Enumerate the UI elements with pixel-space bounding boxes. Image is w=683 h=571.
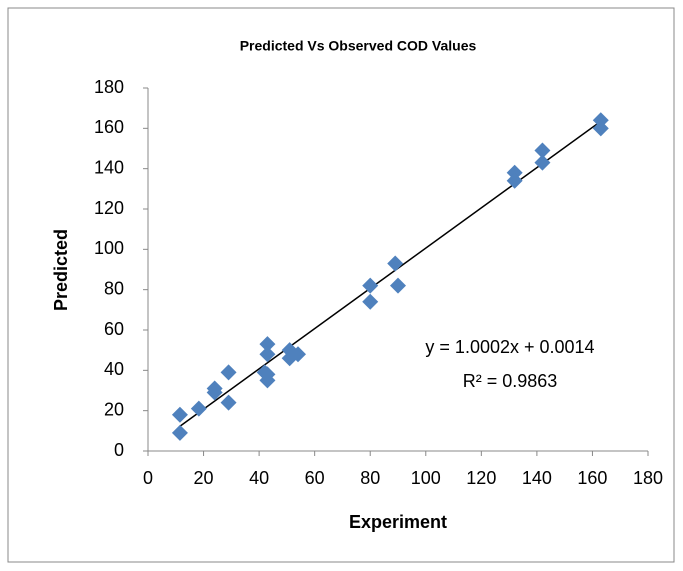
point (259, 336, 276, 353)
point (362, 277, 379, 294)
x-tick-label: 180 (633, 468, 663, 488)
x-tick-label: 40 (249, 468, 269, 488)
x-tick-label: 140 (522, 468, 552, 488)
point (506, 164, 523, 181)
x-tick-label: 100 (411, 468, 441, 488)
y-tick-label: 120 (94, 198, 124, 218)
point (534, 142, 551, 159)
x-tick-label: 60 (305, 468, 325, 488)
point (190, 400, 207, 417)
y-tick-label: 60 (104, 319, 124, 339)
x-axis-title: Experiment (349, 512, 447, 532)
point (592, 112, 609, 129)
chart-border (7, 7, 675, 563)
x-tick-label: 80 (360, 468, 380, 488)
y-tick-label: 20 (104, 399, 124, 419)
y-tick-label: 0 (114, 440, 124, 460)
point (220, 394, 237, 411)
point (362, 293, 379, 310)
point (592, 120, 609, 137)
point (390, 277, 406, 294)
y-axis-title: Predicted (51, 229, 71, 311)
y-tick-label: 180 (94, 77, 124, 97)
point (387, 255, 404, 272)
x-tick-label: 160 (577, 468, 607, 488)
y-tick-label: 40 (104, 359, 124, 379)
point (206, 384, 223, 401)
chart-title: Predicted Vs Observed COD Values (240, 38, 477, 54)
x-tick-label: 120 (466, 468, 496, 488)
trendline-equation: y = 1.0002x + 0.0014 (425, 337, 594, 357)
point (259, 372, 276, 389)
point (220, 364, 237, 381)
x-tick-label: 0 (143, 468, 153, 488)
point (259, 346, 276, 363)
trendline (179, 120, 602, 427)
trendline-r2: R² = 0.9863 (463, 371, 558, 391)
y-tick-label: 100 (94, 238, 124, 258)
y-tick-label: 160 (94, 117, 124, 137)
point (290, 346, 306, 363)
y-tick-label: 140 (94, 157, 124, 177)
y-tick-label: 80 (104, 278, 124, 298)
point (171, 424, 188, 441)
point (534, 154, 551, 171)
point (506, 172, 523, 189)
point (171, 406, 188, 423)
x-tick-label: 20 (194, 468, 214, 488)
